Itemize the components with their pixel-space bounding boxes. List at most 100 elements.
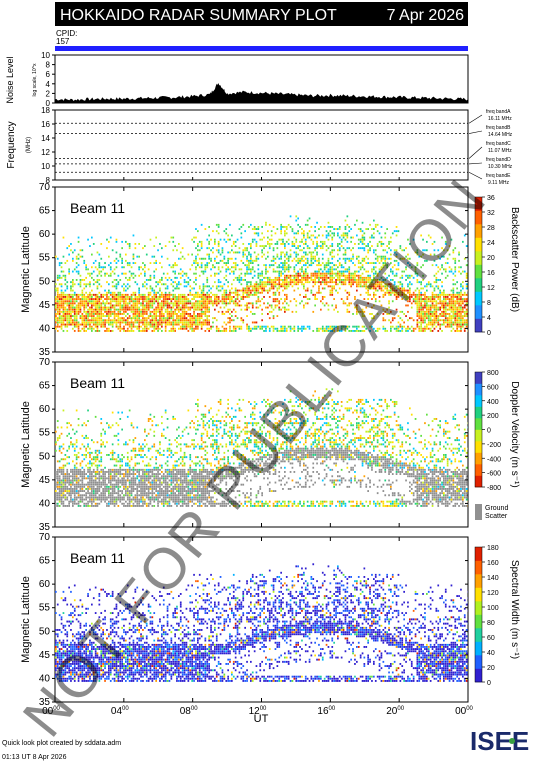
scatter-cell	[140, 321, 142, 324]
scatter-cell	[405, 327, 407, 330]
scatter-cell	[409, 293, 411, 296]
colorbar-tick-label: 12	[487, 285, 495, 292]
scatter-cell	[60, 502, 63, 505]
scatter-cell	[109, 266, 112, 269]
scatter-cell	[159, 243, 161, 245]
scatter-cell	[323, 281, 326, 284]
scatter-cell	[454, 315, 457, 317]
scatter-cell	[462, 300, 464, 303]
scatter-cell	[437, 317, 440, 320]
scatter-cell	[382, 279, 385, 281]
scatter-cell	[348, 274, 351, 277]
scatter-cell	[200, 317, 203, 320]
scatter-cell	[178, 300, 180, 303]
scatter-cell	[92, 327, 95, 330]
scatter-cell	[452, 310, 455, 313]
scatter-cell	[323, 240, 326, 243]
scatter-cell	[217, 232, 220, 235]
scatter-cell	[227, 317, 229, 320]
scatter-cell	[92, 492, 95, 495]
scatter-cell	[210, 268, 212, 271]
scatter-cell	[181, 304, 184, 307]
scatter-cell	[363, 232, 366, 235]
scatter-cell	[270, 287, 273, 290]
scatter-cell	[64, 302, 67, 305]
scatter-cell	[348, 279, 351, 281]
scatter-cell	[153, 298, 156, 300]
scatter-cell	[365, 281, 368, 284]
scatter-cell	[338, 279, 341, 281]
scatter-cell	[338, 257, 341, 260]
scatter-cell	[335, 264, 337, 267]
scatter-cell	[123, 298, 125, 300]
scatter-cell	[380, 257, 383, 260]
scatter-cell	[66, 259, 69, 262]
scatter-cell	[452, 272, 455, 275]
scatter-cell	[79, 490, 82, 492]
scatter-cell	[255, 228, 258, 230]
scatter-cell	[350, 302, 352, 305]
scatter-cell	[424, 296, 426, 298]
scatter-cell	[130, 308, 133, 311]
colorbar-segment	[475, 197, 482, 211]
scatter-cell	[142, 321, 144, 324]
noise-ytick-label: 6	[46, 70, 51, 79]
scatter-cell	[388, 293, 390, 296]
scatter-cell	[240, 308, 243, 311]
scatter-cell	[456, 308, 458, 311]
scatter-cell	[202, 313, 205, 315]
scatter-cell	[274, 270, 277, 273]
scatter-cell	[393, 293, 396, 296]
scatter-cell	[210, 259, 212, 262]
scatter-cell	[238, 247, 241, 250]
scatter-cell	[119, 298, 122, 300]
scatter-cell	[72, 321, 74, 324]
scatter-cell	[104, 330, 106, 332]
scatter-cell	[183, 327, 186, 330]
scatter-cell	[365, 279, 368, 281]
scatter-cell	[414, 296, 417, 298]
scatter-cell	[365, 255, 368, 258]
scatter-cell	[350, 272, 352, 275]
scatter-cell	[96, 325, 99, 328]
scatter-cell	[73, 473, 76, 475]
scatter-cell	[448, 298, 451, 300]
scatter-cell	[70, 483, 72, 486]
scatter-cell	[323, 276, 326, 279]
scatter-cell	[373, 291, 375, 294]
scatter-cell	[68, 308, 70, 311]
scatter-cell	[108, 496, 110, 499]
noise-ytick-label: 4	[46, 80, 51, 89]
scatter-cell	[308, 251, 311, 254]
scatter-cell	[348, 268, 351, 271]
scatter-cell	[98, 481, 101, 484]
scatter-cell	[393, 251, 396, 254]
scatter-cell	[200, 302, 203, 305]
scatter-cell	[198, 300, 201, 303]
scatter-cell	[369, 325, 371, 328]
scatter-cell	[238, 304, 241, 307]
scatter-cell	[433, 315, 436, 317]
scatter-cell	[378, 327, 381, 330]
scatter-cell	[109, 298, 112, 300]
scatter-cell	[83, 437, 86, 439]
scatter-cell	[414, 300, 417, 303]
scatter-cell	[287, 283, 290, 286]
scatter-cell	[79, 281, 82, 284]
scatter-cell	[272, 285, 275, 288]
scatter-cell	[119, 255, 122, 258]
scatter-cell	[102, 325, 104, 328]
scatter-cell	[361, 234, 364, 237]
scatter-cell	[164, 296, 167, 298]
scatter-cell	[272, 281, 275, 284]
scatter-cell	[388, 274, 390, 277]
scatter-cell	[367, 249, 369, 252]
scatter-cell	[280, 308, 282, 311]
scatter-cell	[320, 281, 322, 284]
scatter-cell	[68, 315, 70, 317]
scatter-cell	[284, 281, 286, 284]
scatter-cell	[161, 276, 163, 279]
scatter-cell	[374, 283, 377, 286]
scatter-cell	[126, 298, 129, 300]
scatter-cell	[297, 259, 299, 262]
